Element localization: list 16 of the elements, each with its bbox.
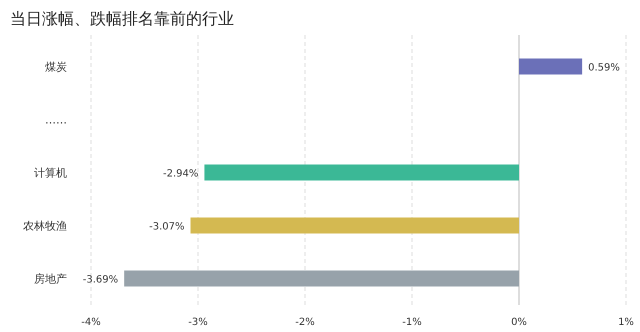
- data-label: -2.94%: [163, 168, 198, 180]
- y-tick-label: 房地产: [34, 272, 67, 286]
- x-tick-label: -1%: [402, 317, 422, 328]
- data-label: -3.07%: [149, 222, 185, 232]
- y-tick-label: 煤炭: [45, 60, 67, 74]
- x-tick-label: -3%: [188, 317, 208, 328]
- data-label: 0.59%: [588, 62, 620, 74]
- chart-title: 当日涨幅、跌幅排名靠前的行业: [10, 9, 234, 28]
- x-tick-label: 0%: [511, 317, 527, 328]
- x-tick-label: -2%: [295, 317, 315, 328]
- x-tick-label: -4%: [81, 317, 101, 328]
- x-tick-label: 1%: [618, 317, 634, 328]
- y-tick-label: ……: [45, 114, 67, 126]
- data-label: -3.69%: [82, 274, 118, 286]
- y-tick-label: 农林牧渔: [23, 220, 67, 232]
- y-tick-label: 计算机: [34, 166, 67, 180]
